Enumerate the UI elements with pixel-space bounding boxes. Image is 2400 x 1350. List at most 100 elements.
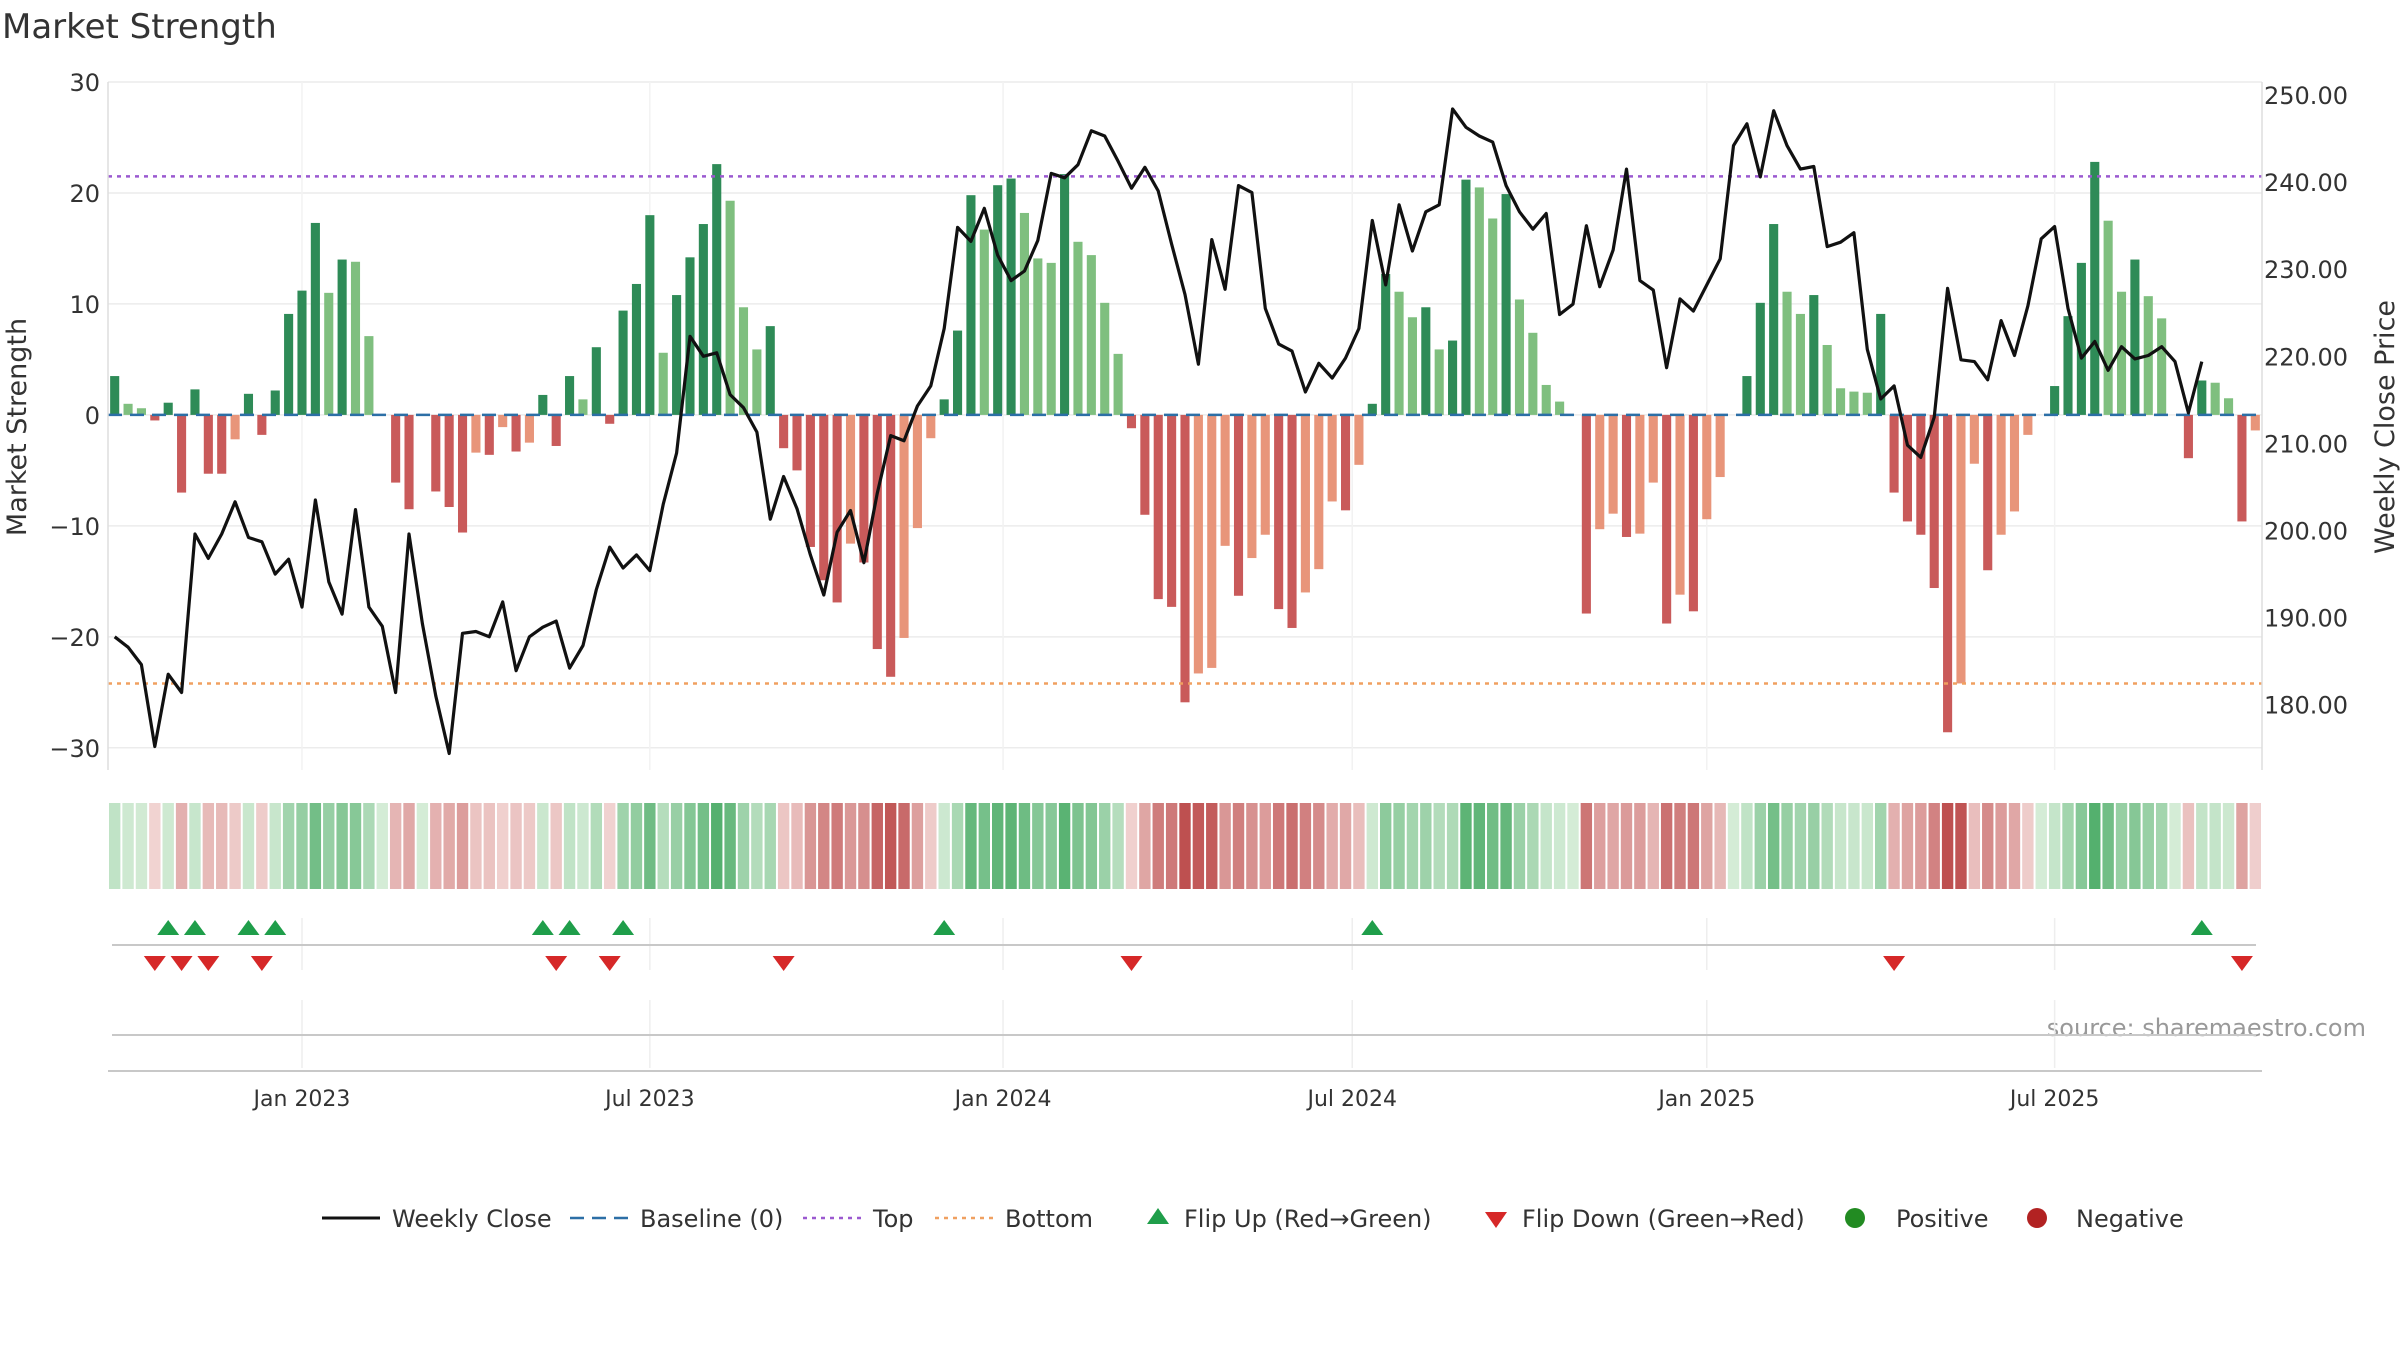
strength-bar xyxy=(1702,414,1712,520)
strength-bar xyxy=(1769,224,1779,415)
y2-tick-label: 210.00 xyxy=(2264,430,2348,458)
heat-cell xyxy=(403,803,415,889)
heat-cell xyxy=(1446,803,1459,889)
heat-cell xyxy=(1607,803,1619,889)
heat-cell xyxy=(1272,803,1285,889)
strength-bar xyxy=(123,403,133,415)
heat-cell xyxy=(2155,803,2168,889)
x-tick-label: Jul 2024 xyxy=(1305,1087,1397,1112)
y2-tick-label: 230.00 xyxy=(2264,256,2348,284)
heat-cell xyxy=(1674,803,1686,889)
heat-cell xyxy=(1005,803,1017,889)
strength-bar xyxy=(511,414,521,452)
strength-bar xyxy=(859,414,869,563)
strength-bar xyxy=(1983,414,1993,571)
strength-bar xyxy=(2237,414,2247,522)
strength-bar xyxy=(1501,194,1511,415)
strength-bar xyxy=(1996,414,2006,535)
strength-bar xyxy=(1608,414,1618,514)
strength-bar xyxy=(1929,414,1939,589)
strength-bar xyxy=(1060,174,1070,415)
heat-cell xyxy=(242,803,255,889)
heat-cell xyxy=(216,803,228,889)
heat-cell xyxy=(1487,803,1499,889)
heat-cell xyxy=(925,803,937,889)
x-tick-label: Jul 2025 xyxy=(2008,1087,2100,1112)
strength-bar xyxy=(1755,302,1765,415)
strength-bar xyxy=(324,292,334,415)
strength-bar xyxy=(2116,291,2127,415)
heat-cell xyxy=(858,803,870,889)
strength-bar xyxy=(1809,295,1819,415)
heat-cell xyxy=(764,803,776,889)
strength-bar xyxy=(1260,414,1270,535)
strength-bar xyxy=(672,295,682,415)
strength-bar xyxy=(1488,218,1498,415)
heat-cell xyxy=(175,803,188,889)
strength-bar xyxy=(872,414,882,650)
heat-cell xyxy=(496,803,509,889)
strength-bar xyxy=(2157,318,2167,415)
strength-bar xyxy=(1153,414,1163,600)
heat-cell xyxy=(1982,803,1994,889)
flip-down-marker xyxy=(143,956,166,971)
strength-bar xyxy=(444,414,454,508)
strength-bar xyxy=(1113,353,1123,415)
strength-bar xyxy=(1675,414,1685,595)
heat-cell xyxy=(1286,803,1298,889)
heat-cell xyxy=(1727,803,1740,889)
strength-bar xyxy=(270,390,280,415)
strength-bar xyxy=(1100,302,1110,415)
y2-tick-label: 200.00 xyxy=(2264,518,2348,546)
heat-cell xyxy=(269,803,281,889)
heat-cell xyxy=(1915,803,1927,889)
heat-cell xyxy=(884,803,897,889)
heat-cell xyxy=(737,803,750,889)
heat-cell xyxy=(1821,803,1833,889)
heat-cell xyxy=(2129,803,2141,889)
heat-cell xyxy=(871,803,883,889)
strength-bar xyxy=(1555,401,1565,415)
heat-cell xyxy=(563,803,576,889)
y2-tick-label: 240.00 xyxy=(2264,169,2348,197)
heat-cell xyxy=(844,803,857,889)
strength-bar xyxy=(779,414,789,449)
strength-bar xyxy=(1434,349,1444,415)
heat-cell xyxy=(1995,803,2007,889)
heat-cell xyxy=(1165,803,1178,889)
strength-bar xyxy=(1407,317,1417,415)
heat-cell xyxy=(1647,803,1659,889)
strength-bar xyxy=(471,414,481,453)
heat-cell xyxy=(684,803,696,889)
heat-cell xyxy=(336,803,348,889)
strength-bar xyxy=(310,222,320,415)
heat-cell xyxy=(389,803,402,889)
legend-swatch-flip-up xyxy=(1147,1208,1169,1224)
heat-cell xyxy=(1085,803,1098,889)
strength-bar xyxy=(431,414,441,492)
heat-cell xyxy=(510,803,522,889)
strength-bar xyxy=(1648,414,1658,483)
flip-up-marker xyxy=(2190,920,2213,935)
heat-cell xyxy=(1259,803,1271,889)
strength-bar xyxy=(993,185,1003,415)
strength-bar xyxy=(845,414,856,544)
legend-label: Flip Up (Red→Green) xyxy=(1184,1205,1432,1233)
heat-cell xyxy=(109,803,121,889)
source-annotation: source: sharemaestro.com xyxy=(2047,1014,2366,1042)
strength-bar xyxy=(1595,414,1605,530)
heat-cell xyxy=(590,803,603,889)
strength-bar xyxy=(658,352,668,415)
heat-cell xyxy=(229,803,241,889)
heat-cell xyxy=(2142,803,2154,889)
heat-cell xyxy=(523,803,536,889)
heat-cell xyxy=(1366,803,1378,889)
strength-bar xyxy=(163,402,173,415)
legend-label: Weekly Close xyxy=(392,1205,552,1233)
strength-bar xyxy=(605,414,615,424)
heat-cell xyxy=(2048,803,2061,889)
heat-cell xyxy=(670,803,683,889)
strength-bar xyxy=(1782,291,1792,415)
heat-cell xyxy=(363,803,375,889)
flip-down-marker xyxy=(170,956,193,971)
